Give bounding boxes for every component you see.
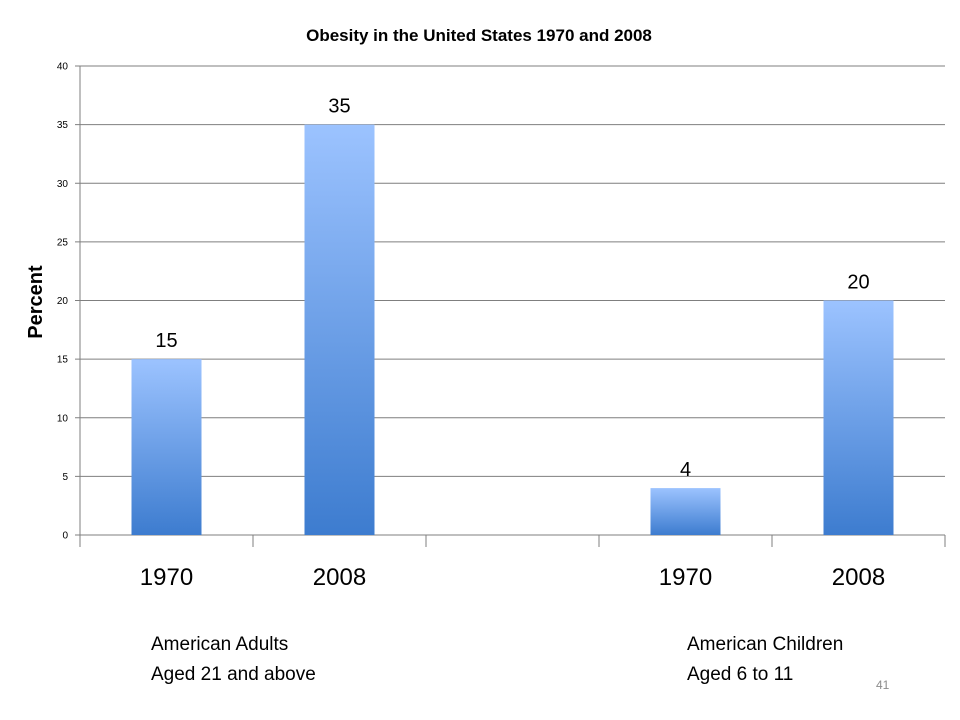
data-label: 20 (847, 272, 869, 294)
y-tick-label: 5 (62, 472, 68, 483)
y-tick-label: 0 (62, 531, 68, 542)
y-tick-label: 10 (57, 413, 69, 424)
y-tick-label: 20 (57, 296, 69, 307)
y-tick-label: 15 (57, 355, 69, 366)
x-category-label: 1970 (659, 564, 712, 591)
bar (823, 300, 894, 535)
group-label-children-line1: American Children (687, 634, 844, 655)
chart-title: Obesity in the United States 1970 and 20… (306, 26, 652, 45)
group-label-children-line2: Aged 6 to 11 (687, 664, 794, 685)
axes (75, 65, 946, 547)
x-category-label: 1970 (140, 564, 193, 591)
data-label: 15 (155, 330, 177, 352)
bars (131, 124, 894, 535)
y-tick-label: 35 (57, 120, 69, 131)
y-tick-label: 25 (57, 237, 69, 248)
group-label-children: American Children Aged 6 to 11 (687, 630, 843, 690)
bar (131, 359, 202, 535)
bar (304, 124, 375, 535)
group-label-adults-line1: American Adults (151, 634, 289, 655)
bar (650, 488, 721, 535)
x-category-label: 2008 (832, 564, 885, 591)
group-label-adults: American Adults Aged 21 and above (151, 630, 316, 690)
gridlines (80, 65, 945, 477)
page-number: 41 (876, 678, 890, 692)
y-tick-label: 40 (57, 62, 69, 73)
data-label: 4 (680, 459, 691, 481)
data-label: 35 (328, 96, 350, 118)
y-tick-label: 30 (57, 179, 69, 190)
x-category-label: 2008 (313, 564, 366, 591)
labels: 0 5 10 15 20 25 30 35 40 15 1970 35 2008 4 1970 20 2008 (57, 62, 885, 592)
y-axis-label: Percent (25, 265, 47, 339)
group-label-adults-line2: Aged 21 and above (151, 664, 316, 685)
